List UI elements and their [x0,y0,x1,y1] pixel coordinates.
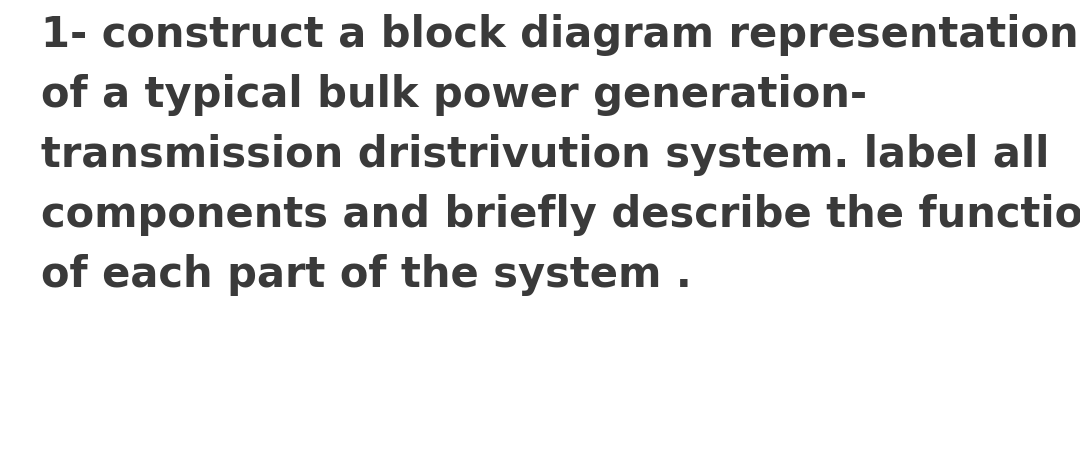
Text: 1- construct a block diagram representation
of a typical bulk power generation-
: 1- construct a block diagram representat… [41,14,1080,296]
